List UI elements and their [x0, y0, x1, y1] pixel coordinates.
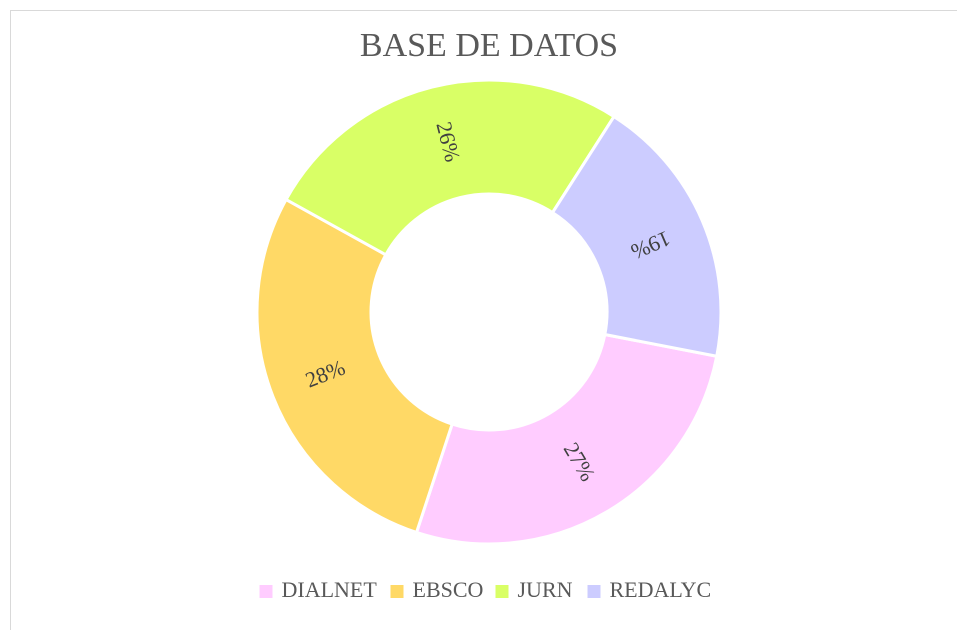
legend-swatch [259, 585, 273, 598]
legend-label: REDALYC [610, 577, 712, 602]
chart-title: BASE DE DATOS [360, 27, 618, 64]
legend-label: DIALNET [282, 577, 378, 602]
legend-label: JURN [518, 577, 573, 602]
legend-swatch [495, 585, 509, 598]
donut-slice [284, 78, 617, 257]
legend-label: EBSCO [413, 577, 484, 602]
donut-slice [414, 332, 719, 546]
donut-slice [550, 114, 723, 359]
legend-swatch [587, 585, 601, 598]
legend-swatch [390, 585, 404, 598]
donut-slice [255, 197, 455, 535]
